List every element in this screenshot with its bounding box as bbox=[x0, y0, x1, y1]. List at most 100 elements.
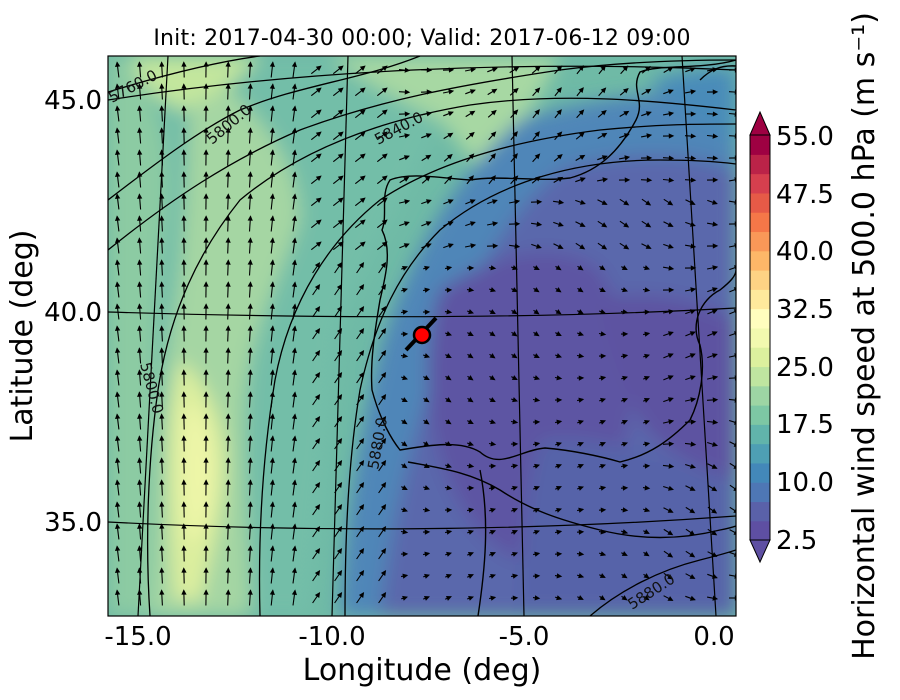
wind-vector-head bbox=[644, 309, 651, 315]
wind-vector-head bbox=[556, 573, 563, 579]
wind-vector-head bbox=[315, 153, 322, 159]
wind-vector-head bbox=[114, 523, 121, 529]
wind-vector-head bbox=[225, 501, 231, 507]
wind-vector-head bbox=[534, 463, 540, 469]
wind-vector-head bbox=[402, 309, 409, 315]
wind-vector-head bbox=[645, 88, 652, 94]
wind-vector-head bbox=[644, 485, 651, 491]
wind-vector-head bbox=[358, 481, 365, 488]
wind-vector-head bbox=[159, 545, 165, 551]
wind-vector-head bbox=[667, 485, 675, 491]
location-marker-dot bbox=[412, 325, 432, 345]
wind-vector-head bbox=[114, 325, 121, 331]
wind-vector-head bbox=[401, 485, 408, 490]
wind-vector-head bbox=[511, 309, 518, 315]
wind-vector-head bbox=[489, 309, 496, 314]
wind-vector-head bbox=[403, 155, 410, 161]
wind-vector-head bbox=[269, 237, 275, 243]
y-axis-label: Latitude (deg) bbox=[5, 230, 40, 443]
wind-vector-head bbox=[159, 303, 165, 309]
wind-vector-head bbox=[247, 193, 253, 199]
wind-vector-head bbox=[467, 574, 474, 579]
wind-vector-head bbox=[689, 485, 696, 491]
wind-vector-head bbox=[643, 595, 650, 601]
wind-vector-head bbox=[512, 87, 519, 94]
wind-vector-head bbox=[622, 441, 629, 447]
wind-vector-head bbox=[137, 105, 143, 111]
wind-vector-head bbox=[137, 391, 143, 397]
wind-vector-head bbox=[203, 303, 209, 309]
wind-vector-head bbox=[137, 83, 143, 89]
wind-vector-head bbox=[336, 305, 343, 312]
colorbar-tick-label: 32.5 bbox=[776, 295, 834, 325]
wind-vector-head bbox=[712, 287, 718, 293]
wind-vector-head bbox=[468, 507, 475, 513]
wind-vector-head bbox=[646, 155, 653, 161]
wind-vector-head bbox=[512, 595, 519, 601]
wind-vector-head bbox=[359, 87, 366, 93]
wind-vector-head bbox=[181, 545, 187, 551]
wind-vector-head bbox=[291, 61, 297, 68]
wind-vector-head bbox=[446, 529, 453, 535]
wind-vector-head bbox=[689, 200, 696, 205]
wind-vector-head bbox=[622, 353, 629, 359]
wind-vector-head bbox=[668, 133, 675, 139]
wind-vector bbox=[729, 200, 736, 203]
wind-vector-head bbox=[247, 281, 253, 287]
wind-vector-head bbox=[623, 87, 629, 94]
wind-vector-head bbox=[511, 353, 518, 359]
wind-vector-head bbox=[358, 349, 365, 356]
wind-vector-head bbox=[315, 219, 322, 225]
wind-vector-head bbox=[404, 199, 411, 205]
wind-vector-head bbox=[402, 507, 408, 513]
wind-vector-head bbox=[291, 567, 297, 574]
wind-vector-head bbox=[467, 375, 474, 381]
wind-vector-head bbox=[269, 347, 275, 353]
wind-vector-head bbox=[512, 441, 519, 447]
wind-vector-head bbox=[534, 551, 541, 557]
wind-vector-head bbox=[380, 591, 387, 598]
wind-vector-head bbox=[668, 441, 675, 447]
wind-vector-head bbox=[359, 153, 366, 159]
wind-vector-head bbox=[203, 545, 209, 551]
wind-vector-head bbox=[137, 259, 143, 265]
wind-vector-head bbox=[424, 573, 430, 579]
wind-vector-head bbox=[445, 419, 452, 425]
wind-vector-head bbox=[555, 265, 562, 271]
wind-vector-head bbox=[578, 65, 584, 71]
wind-vector-head bbox=[556, 419, 563, 425]
wind-vector-head bbox=[291, 457, 297, 464]
wind-vector-head bbox=[468, 595, 475, 601]
wind-vector-head bbox=[446, 485, 453, 491]
wind-vector-head bbox=[668, 309, 675, 315]
wind-vector-head bbox=[247, 83, 253, 89]
wind-vector-head bbox=[578, 375, 585, 381]
wind-vector-head bbox=[644, 353, 650, 359]
wind-vector-head bbox=[159, 325, 165, 331]
wind-vector-head bbox=[203, 105, 209, 111]
wind-vector-head bbox=[535, 175, 541, 182]
wind-vector-head bbox=[601, 244, 608, 250]
wind-vector-head bbox=[490, 175, 496, 181]
wind-vector-head bbox=[536, 221, 543, 227]
wind-vector-head bbox=[579, 131, 585, 138]
wind-vector-head bbox=[336, 459, 343, 466]
wind-vector-head bbox=[114, 259, 121, 265]
wind-vector-head bbox=[314, 415, 321, 422]
wind-vector-head bbox=[137, 369, 143, 375]
wind-vector-head bbox=[468, 485, 475, 491]
wind-vector-head bbox=[381, 241, 388, 247]
wind-vector-head bbox=[644, 463, 651, 469]
wind-vector-head bbox=[468, 131, 475, 138]
colorbar-segment bbox=[750, 212, 770, 233]
colorbar-title: Horizontal wind speed at 500.0 hPa (m s⁻… bbox=[847, 12, 882, 660]
wind-vector-head bbox=[621, 265, 628, 270]
colorbar-segment bbox=[750, 424, 770, 445]
wind-vector-head bbox=[181, 61, 187, 67]
wind-vector-head bbox=[533, 508, 540, 513]
wind-vector-head bbox=[137, 435, 143, 441]
y-tick-label: 45.0 bbox=[44, 86, 102, 116]
wind-vector-head bbox=[359, 219, 366, 225]
wind-vector-head bbox=[203, 501, 209, 507]
wind-vector-head bbox=[181, 347, 187, 353]
